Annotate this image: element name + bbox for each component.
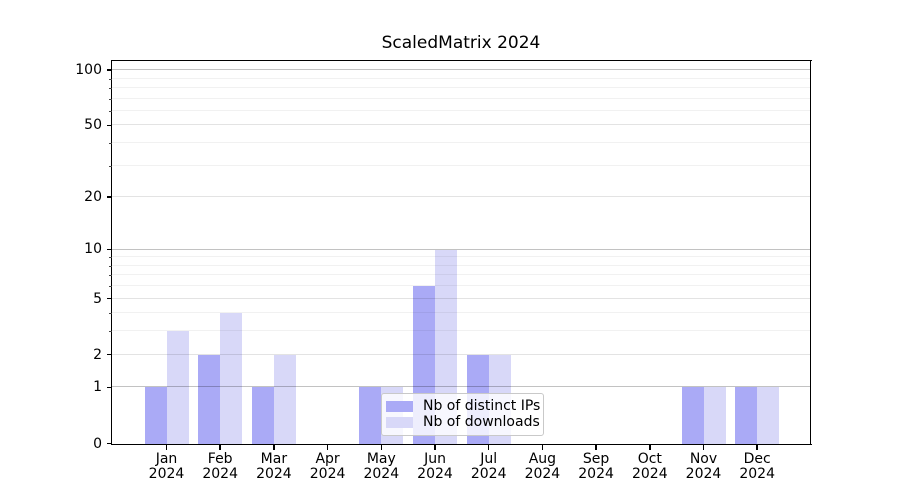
- bar-downloads-nov: [703, 387, 726, 444]
- legend-swatch-downloads: [386, 417, 413, 428]
- chart-title: ScaledMatrix 2024: [381, 33, 541, 53]
- y-minor-tick: [109, 275, 112, 277]
- bar-downloads-feb: [220, 313, 243, 444]
- y-tick: [106, 124, 112, 127]
- y-minor-tick: [109, 265, 112, 267]
- y-minor-tick: [109, 331, 112, 333]
- y-tick: [106, 69, 112, 71]
- legend-label: Nb of downloads: [423, 414, 540, 430]
- y-minor-tick: [109, 165, 112, 167]
- bar-ips-dec: [735, 387, 758, 444]
- y-tick-label: 100: [75, 62, 102, 79]
- x-tick-label: Apr 2024: [309, 450, 346, 482]
- y-tick-label: 0: [93, 435, 102, 452]
- legend-item: Nb of distinct IPs: [386, 399, 540, 414]
- y-tick: [106, 248, 112, 251]
- gridline-minor: [112, 77, 810, 79]
- legend-swatch-ips: [386, 401, 413, 412]
- x-tick: [165, 445, 168, 451]
- x-tick: [756, 445, 758, 451]
- gridline-minor: [112, 312, 810, 314]
- x-tick-label: Jun 2024: [417, 450, 453, 482]
- bar-ips-may: [359, 387, 382, 444]
- bar-ips-feb: [198, 354, 221, 444]
- gridline-minor: [112, 164, 810, 166]
- y-minor-tick: [109, 257, 112, 259]
- x-tick-label: Mar 2024: [256, 450, 292, 482]
- grid-layer: [112, 61, 810, 444]
- x-tick: [595, 445, 597, 451]
- y-minor-tick: [109, 87, 112, 89]
- bar-ips-jan: [144, 387, 167, 444]
- y-tick: [106, 386, 112, 389]
- gridline-major: [112, 297, 810, 299]
- bar-downloads-jan: [166, 331, 189, 444]
- y-tick: [106, 297, 112, 300]
- gridline-major: [112, 196, 810, 198]
- gridline-minor: [112, 256, 810, 258]
- gridline-minor: [112, 109, 810, 111]
- axis-spine-right: [810, 59, 812, 446]
- y-tick-label: 2: [93, 346, 102, 363]
- y-tick-label: 10: [84, 241, 102, 258]
- gridline-major: [112, 248, 810, 250]
- bar-downloads-mar: [273, 354, 296, 444]
- x-tick-label: Aug 2024: [524, 450, 561, 482]
- y-minor-tick: [109, 286, 112, 288]
- gridline-minor: [112, 86, 810, 88]
- axis-spine-left: [110, 59, 112, 446]
- gridline-minor: [112, 97, 810, 99]
- axis-spine-top: [110, 59, 812, 61]
- gridline-minor: [112, 330, 810, 332]
- gridline-minor: [112, 274, 810, 276]
- bar-downloads-dec: [757, 387, 780, 444]
- y-tick: [106, 196, 112, 198]
- gridline-major: [112, 353, 810, 355]
- x-tick-label: Jan 2024: [148, 450, 185, 482]
- gridline-major: [112, 124, 810, 126]
- y-minor-tick: [109, 78, 112, 80]
- x-tick-label: Nov 2024: [685, 450, 722, 482]
- bar-ips-mar: [251, 387, 274, 444]
- gridline-major: [112, 69, 810, 71]
- x-tick-label: Feb 2024: [202, 450, 238, 482]
- axis-spine-bottom: [110, 443, 812, 446]
- x-tick: [541, 445, 544, 451]
- x-tick: [273, 445, 275, 451]
- gridline-minor: [112, 285, 810, 287]
- y-tick-label: 1: [93, 379, 102, 396]
- gridline-minor: [112, 264, 810, 266]
- bar-ips-nov: [681, 387, 704, 444]
- x-tick-label: Oct 2024: [631, 450, 668, 482]
- y-tick-label: 5: [93, 290, 102, 307]
- x-tick: [702, 445, 705, 451]
- y-minor-tick: [109, 98, 112, 100]
- legend-item: Nb of downloads: [386, 415, 540, 430]
- x-tick-label: Sep 2024: [578, 450, 614, 482]
- x-tick: [380, 445, 383, 451]
- x-tick: [487, 445, 490, 451]
- legend-label: Nb of distinct IPs: [423, 398, 541, 414]
- x-tick: [326, 445, 329, 451]
- y-tick: [106, 353, 112, 356]
- gridline-major: [112, 386, 810, 388]
- legend: Nb of distinct IPs Nb of downloads: [381, 393, 544, 436]
- x-tick-label: Jul 2024: [470, 450, 507, 482]
- gridline-minor: [112, 142, 810, 143]
- x-tick: [219, 445, 221, 451]
- x-tick-label: May 2024: [363, 450, 400, 482]
- y-minor-tick: [109, 143, 112, 144]
- plot-area: [112, 61, 810, 444]
- x-tick: [649, 445, 651, 451]
- y-minor-tick: [109, 313, 112, 315]
- x-tick-label: Dec 2024: [739, 450, 775, 482]
- y-tick-label: 20: [84, 189, 102, 206]
- y-minor-tick: [109, 110, 112, 112]
- y-tick: [106, 442, 112, 445]
- x-tick: [434, 445, 436, 451]
- y-tick-label: 50: [84, 117, 102, 134]
